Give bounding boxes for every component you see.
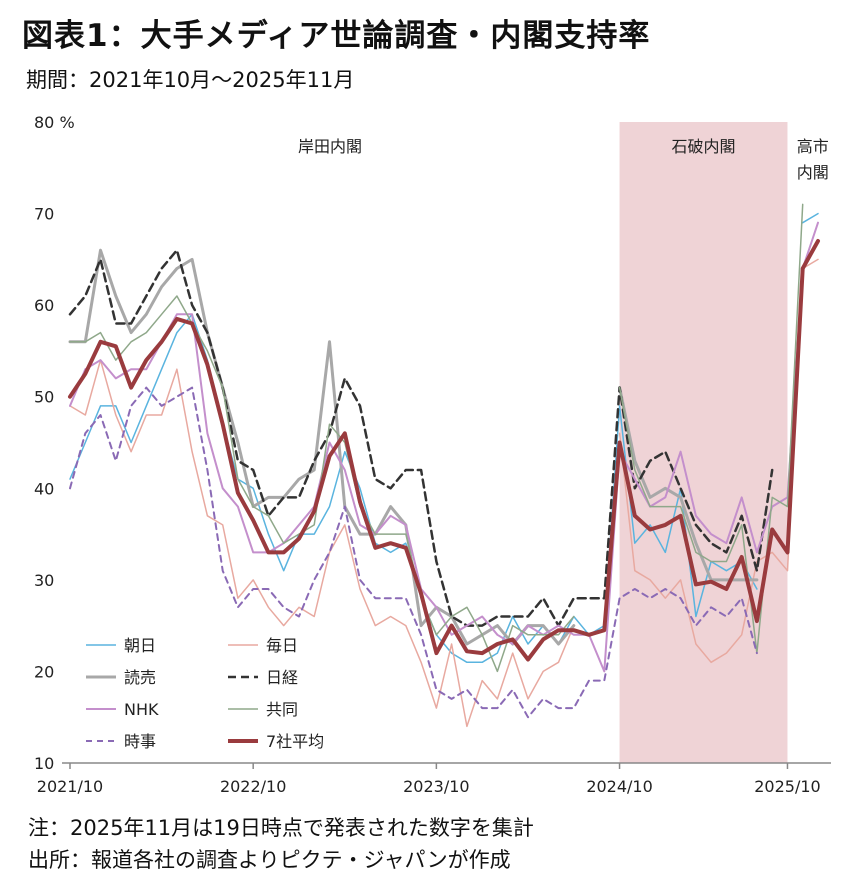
x-tick-label: 2022/10 (220, 777, 286, 796)
y-tick-label: 40 (34, 479, 54, 498)
y-axis-ticks: 10 20 30 40 50 60 70 80 % (34, 113, 75, 773)
series-line-毎日 (69, 258, 819, 728)
x-tick-label: 2024/10 (586, 777, 652, 796)
x-tick-label: 2021/10 (37, 777, 103, 796)
legend-label: NHK (124, 700, 159, 719)
chart-title: 図表1：大手メディア世論調査・内閣支持率 (22, 18, 651, 54)
y-unit-label: 80 % (34, 113, 75, 132)
legend-label: 読売 (124, 668, 156, 687)
series-line-共同 (69, 203, 804, 673)
source-note: 出所：報道各社の調査よりピクテ・ジャパンが作成 (28, 848, 511, 872)
chart-period: 期間：2021年10月～2025年11月 (26, 68, 355, 92)
y-tick-label: 20 (34, 662, 54, 681)
series-line-7社平均 (68, 239, 820, 662)
x-tick-label: 2023/10 (403, 777, 469, 796)
period-label: 石破内閣 (672, 137, 736, 156)
y-tick-label: 60 (34, 296, 54, 315)
legend-label: 7社平均 (266, 732, 324, 751)
period-band (619, 122, 788, 763)
y-tick-label: 50 (34, 388, 54, 407)
legend-label: 朝日 (124, 636, 156, 655)
y-tick-label: 10 (34, 754, 54, 773)
x-axis-ticks: 2021/10 2022/10 2023/10 2024/10 2025/10 (37, 763, 821, 796)
period-label: 内閣 (797, 163, 829, 182)
series-line-日経 (68, 248, 774, 627)
period-label: 岸田内閣 (298, 137, 362, 156)
legend-label: 毎日 (266, 636, 298, 655)
series-line-時事 (69, 386, 758, 719)
legend-label: 共同 (266, 700, 298, 719)
x-tick-label: 2025/10 (754, 777, 820, 796)
cabinet-period-bands (619, 122, 788, 763)
y-tick-label: 70 (34, 205, 54, 224)
y-tick-label: 30 (34, 571, 54, 590)
legend-label: 時事 (124, 732, 156, 751)
legend-label: 日経 (266, 668, 298, 687)
period-label: 高市 (797, 137, 829, 156)
series-lines (68, 203, 820, 728)
footnote: 注：2025年11月は19日時点で発表された数字を集計 (28, 816, 534, 840)
